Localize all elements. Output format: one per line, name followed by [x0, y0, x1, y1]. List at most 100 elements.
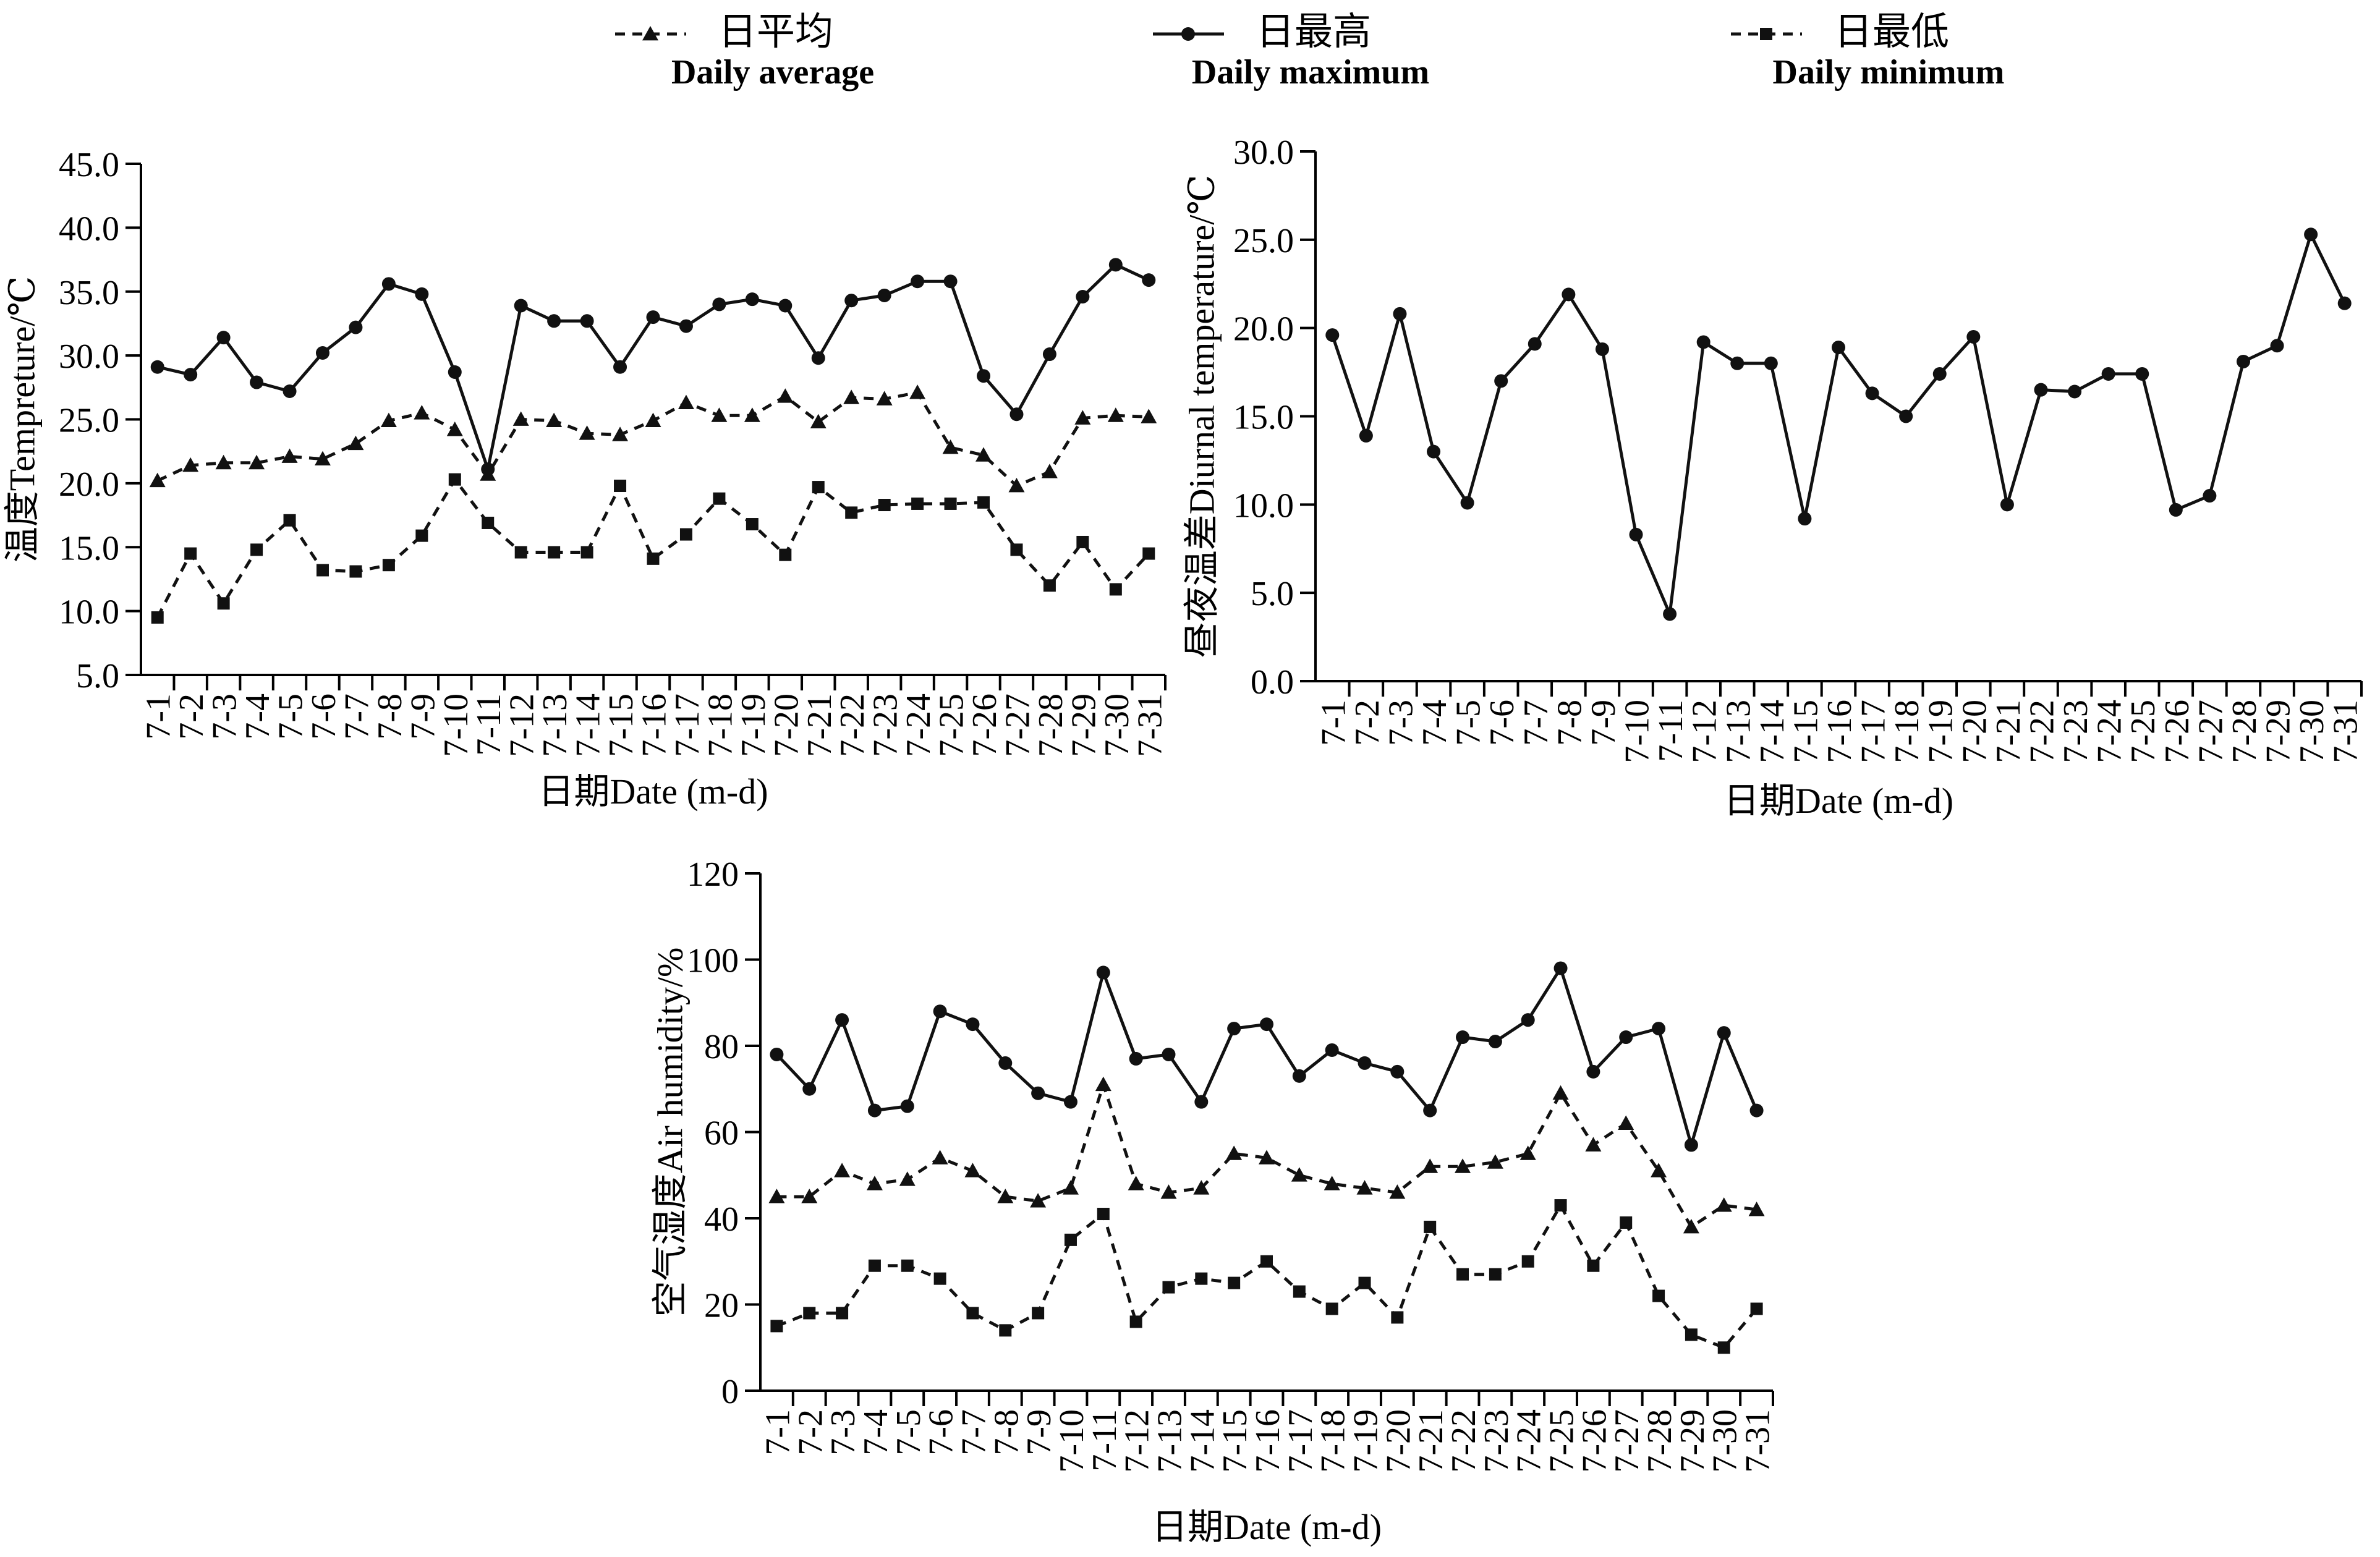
data-point-min	[184, 547, 197, 560]
data-point-min	[283, 514, 296, 527]
data-point-avg	[1062, 1180, 1079, 1195]
x-tick-label: 7-6	[922, 1409, 961, 1456]
data-point-min	[1076, 535, 1089, 548]
x-tick-label: 7-2	[172, 694, 211, 740]
data-point-min	[1043, 579, 1056, 592]
data-point-avg	[1519, 1145, 1536, 1160]
data-point-max	[844, 294, 859, 308]
data-point-max	[349, 320, 363, 334]
data-point-max	[1358, 1056, 1372, 1070]
x-tick-label: 7-10	[1053, 1409, 1091, 1473]
x-axis-title: 日期Date (m-d)	[1723, 781, 1953, 821]
data-point-avg	[182, 457, 199, 472]
data-point-min	[779, 548, 792, 561]
data-point-avg	[1008, 478, 1025, 493]
data-point-max	[1009, 407, 1024, 422]
x-tick-label: 7-18	[701, 694, 739, 757]
data-point-max	[2101, 367, 2115, 381]
circle-icon	[1181, 27, 1195, 41]
data-point-avg	[1324, 1176, 1340, 1190]
data-point-min	[1587, 1259, 1600, 1272]
x-tick-label: 7-12	[503, 694, 542, 757]
data-point-max	[1865, 386, 1879, 401]
y-tick-label: 30.0	[59, 337, 119, 376]
data-point-max	[1063, 1095, 1077, 1109]
data-point-avg	[964, 1163, 981, 1177]
data-point-avg	[843, 389, 860, 404]
data-point-max	[547, 314, 561, 328]
x-tick-label: 7-9	[1020, 1409, 1058, 1456]
series-avg	[149, 384, 1157, 493]
data-point-max	[1966, 329, 1981, 344]
x-tick-label: 7-11	[470, 694, 508, 756]
data-point-max	[1595, 342, 1609, 356]
x-tick-label: 7-29	[2259, 700, 2298, 763]
data-point-max	[1562, 287, 1576, 302]
diurnal-temperature-chart: 30.025.020.015.010.05.00.07-17-27-37-47-…	[1181, 134, 2365, 821]
data-point-max	[2304, 227, 2318, 242]
data-point-avg	[446, 422, 463, 436]
data-point-avg	[1715, 1197, 1732, 1212]
y-tick-label: 40	[704, 1200, 739, 1239]
data-point-min	[1228, 1276, 1241, 1289]
data-point-min	[1424, 1220, 1437, 1233]
data-point-max	[1359, 428, 1373, 443]
y-tick-label: 80	[704, 1028, 739, 1066]
x-tick-label: 7-21	[1989, 700, 2028, 763]
data-point-avg	[777, 388, 794, 403]
data-point-avg	[711, 407, 728, 422]
x-tick-label: 7-22	[833, 694, 872, 757]
x-tick-label: 7-15	[1216, 1409, 1254, 1473]
x-tick-label: 7-21	[801, 694, 839, 757]
legend-label-en: Daily maximum	[1192, 53, 1429, 91]
data-point-max	[1553, 961, 1568, 975]
x-tick-label: 7-27	[998, 694, 1037, 757]
air-humidity-chart: 1201008060402007-17-27-37-47-57-67-77-87…	[650, 855, 1777, 1547]
data-point-max	[712, 297, 726, 312]
x-tick-label: 7-2	[1348, 700, 1387, 746]
x-tick-label: 7-15	[1787, 700, 1825, 763]
data-point-avg	[1683, 1218, 1699, 1234]
data-point-max	[1586, 1064, 1600, 1079]
data-point-max	[2270, 339, 2284, 353]
data-point-max	[2337, 296, 2352, 310]
x-tick-label: 7-23	[867, 694, 905, 757]
x-tick-label: 7-20	[767, 694, 805, 757]
data-point-avg	[975, 447, 992, 462]
x-tick-label: 7-3	[1382, 700, 1420, 746]
data-point-max	[448, 365, 462, 380]
data-point-avg	[744, 407, 760, 422]
data-point-max	[1899, 409, 1913, 423]
data-point-avg	[249, 454, 265, 470]
data-point-avg	[1389, 1184, 1406, 1199]
x-tick-label: 7-23	[1477, 1409, 1516, 1473]
y-tick-label: 30.0	[1233, 134, 1294, 172]
x-tick-label: 7-14	[1183, 1409, 1222, 1473]
x-tick-label: 7-8	[1550, 700, 1589, 746]
x-tick-label: 7-1	[140, 694, 178, 740]
x-axis-title: 日期Date (m-d)	[1152, 1507, 1382, 1547]
x-tick-label: 7-31	[1131, 694, 1169, 757]
data-point-max	[2068, 384, 2082, 399]
x-tick-label: 7-26	[966, 694, 1004, 757]
triangle-icon	[642, 26, 658, 41]
data-point-max	[1832, 341, 1845, 355]
x-tick-label: 7-24	[899, 694, 938, 757]
series-line-avg	[156, 391, 1149, 488]
x-tick-label: 7-17	[1855, 700, 1893, 763]
data-point-max	[1292, 1069, 1306, 1083]
data-point-avg	[579, 425, 595, 440]
y-tick-label: 15.0	[59, 529, 119, 567]
x-tick-label: 7-1	[1314, 700, 1353, 746]
x-tick-label: 7-12	[1686, 700, 1724, 763]
data-point-avg	[997, 1189, 1014, 1203]
x-tick-label: 7-14	[1753, 700, 1791, 763]
data-point-avg	[347, 435, 364, 451]
data-point-max	[1142, 273, 1156, 287]
data-point-min	[1109, 583, 1122, 596]
series-max	[1325, 227, 2352, 621]
data-point-min	[679, 528, 692, 541]
data-point-max	[770, 1047, 784, 1061]
x-tick-label: 7-28	[1641, 1409, 1679, 1473]
data-point-min	[482, 516, 495, 529]
